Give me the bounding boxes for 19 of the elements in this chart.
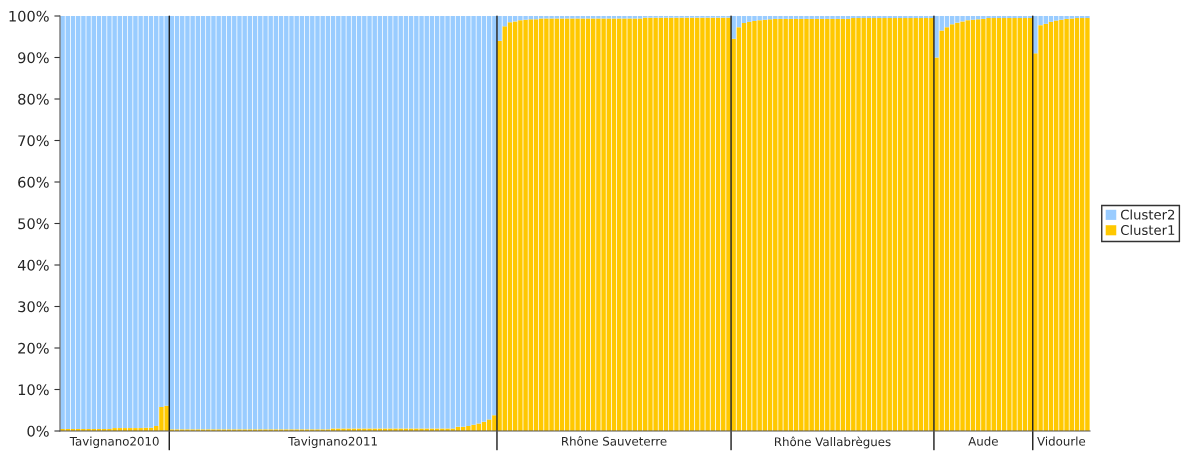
y-tick-label: 50% [18, 218, 49, 230]
x-tick-label: Aude [968, 436, 998, 446]
legend-label: Cluster1 [1120, 224, 1175, 236]
y-tick-label: 40% [17, 259, 49, 271]
y-tick-label: 60% [18, 176, 49, 188]
x-tick-label: Vidourle [1037, 436, 1086, 446]
y-tick-label: 0% [27, 425, 49, 437]
y-tick-label: 80% [18, 93, 49, 105]
y-tick-label: 70% [18, 135, 49, 147]
y-tick-label: 10% [18, 384, 49, 396]
x-tick-label: Tavignano2010 [69, 436, 159, 448]
y-tick-label: 90% [18, 52, 49, 64]
y-tick-label: 100% [9, 10, 49, 22]
x-tick-label: Rhône Sauveterre [562, 436, 667, 446]
y-tick-label: 20% [18, 342, 49, 354]
x-tick-label: Rhône Vallabrègues [774, 436, 891, 449]
legend-label: Cluster2 [1120, 209, 1175, 220]
x-tick-label: Tavignano2011 [288, 436, 377, 448]
y-tick-label: 30% [18, 301, 49, 313]
